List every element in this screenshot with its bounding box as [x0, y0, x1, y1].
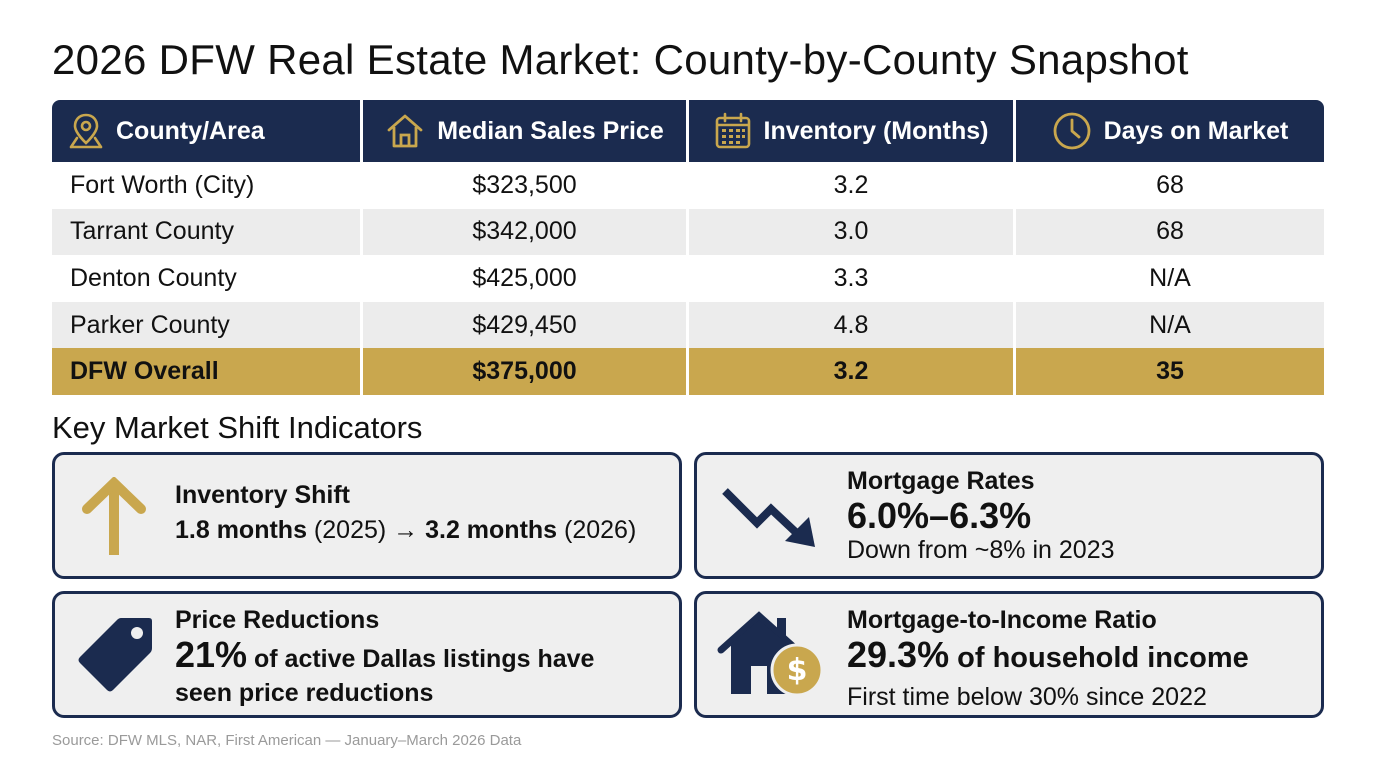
- cell-county: Tarrant County: [52, 208, 363, 256]
- cell-price: $429,450: [363, 301, 689, 349]
- price-reductions-label: Price Reductions: [175, 606, 380, 634]
- price-reductions-card: Price Reductions 21% of active Dallas li…: [52, 591, 682, 718]
- cell-inventory: 3.2: [689, 348, 1016, 395]
- mortgage-income-text: of household income: [949, 642, 1249, 674]
- cell-inventory: 3.0: [689, 208, 1016, 256]
- mortgage-rates-note: Down from ~8% in 2023: [847, 536, 1115, 564]
- source-note: Source: DFW MLS, NAR, First American — J…: [52, 732, 522, 749]
- cell-price: $425,000: [363, 255, 689, 302]
- cell-days: 68: [1156, 170, 1184, 199]
- inventory-from-value: 1.8 months: [175, 516, 307, 544]
- mortgage-rates-label: Mortgage Rates: [847, 467, 1035, 495]
- cell-county: Parker County: [52, 301, 363, 349]
- svg-text:$: $: [787, 653, 808, 688]
- trend-down-icon: [721, 483, 825, 556]
- cell-days: N/A: [1149, 310, 1191, 339]
- inventory-to-year: (2026): [557, 516, 637, 544]
- table-row: Tarrant County $342,000 3.0 68: [52, 208, 1324, 256]
- mortgage-income-label: Mortgage-to-Income Ratio: [847, 606, 1157, 634]
- cell-county: DFW Overall: [52, 348, 363, 395]
- mortgage-income-value: 29.3%: [847, 634, 950, 675]
- cell-price: $342,000: [363, 208, 689, 256]
- cell-inventory: 3.3: [689, 255, 1016, 302]
- clock-icon: [1052, 111, 1092, 151]
- price-reductions-text-2: seen price reductions: [175, 679, 434, 707]
- cell-days: 68: [1156, 217, 1184, 246]
- price-reductions-value: 21%: [175, 634, 248, 675]
- house-icon: [385, 112, 425, 150]
- mortgage-rates-card: Mortgage Rates 6.0%–6.3% Down from ~8% i…: [694, 452, 1324, 579]
- cell-days: 35: [1156, 357, 1184, 386]
- table-row: Denton County $425,000 3.3 N/A: [52, 255, 1324, 302]
- cell-days: N/A: [1149, 263, 1191, 292]
- cell-price: $323,500: [363, 162, 689, 209]
- table-total-row: DFW Overall $375,000 3.2 35: [52, 348, 1324, 395]
- cell-inventory: 4.8: [689, 301, 1016, 349]
- mortgage-income-card: $ Mortgage-to-Income Ratio 29.3% of hous…: [694, 591, 1324, 718]
- table-row: Fort Worth (City) $323,500 3.2 68: [52, 162, 1324, 209]
- page-title: 2026 DFW Real Estate Market: County-by-C…: [52, 36, 1189, 83]
- table-header: County/Area Median Sales Price: [52, 100, 1324, 162]
- header-median-price: Median Sales Price: [363, 100, 689, 162]
- cell-county: Fort Worth (City): [52, 162, 363, 209]
- cell-price: $375,000: [363, 348, 689, 395]
- price-tag-icon: [75, 614, 155, 699]
- arrow-up-icon: [81, 476, 147, 564]
- price-reductions-text: of active Dallas listings have: [247, 645, 595, 673]
- cell-inventory: 3.2: [689, 162, 1016, 209]
- mortgage-income-note: First time below 30% since 2022: [847, 683, 1207, 711]
- calendar-icon: [714, 112, 752, 150]
- mortgage-rates-value: 6.0%–6.3%: [847, 495, 1032, 536]
- inventory-shift-card: Inventory Shift 1.8 months (2025) → 3.2 …: [52, 452, 682, 579]
- header-inventory: Inventory (Months): [689, 100, 1016, 162]
- header-county: County/Area: [52, 100, 363, 162]
- inventory-from-year: (2025) →: [306, 516, 426, 544]
- header-days-on-market: Days on Market: [1016, 100, 1324, 162]
- map-pin-icon: [68, 112, 104, 150]
- house-dollar-icon: $: [717, 610, 827, 707]
- indicators-title: Key Market Shift Indicators: [52, 410, 423, 445]
- inventory-to-value: 3.2 months: [425, 516, 558, 544]
- inventory-shift-label: Inventory Shift: [175, 481, 351, 509]
- table-row: Parker County $429,450 4.8 N/A: [52, 301, 1324, 349]
- cell-county: Denton County: [52, 255, 363, 302]
- market-table: County/Area Median Sales Price: [52, 100, 1324, 395]
